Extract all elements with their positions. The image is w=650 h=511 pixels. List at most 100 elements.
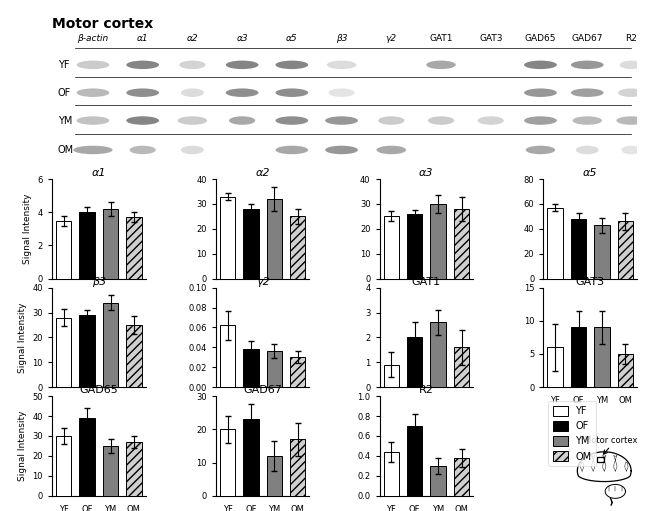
Text: OM: OM: [58, 145, 74, 155]
Title: α3: α3: [419, 168, 434, 178]
Title: α1: α1: [92, 168, 106, 178]
Bar: [430, 466, 446, 496]
Bar: [103, 209, 118, 278]
Bar: [126, 442, 142, 496]
Text: GAT3: GAT3: [479, 34, 502, 43]
Text: Motor cortex: Motor cortex: [52, 17, 153, 31]
Ellipse shape: [616, 117, 646, 125]
Ellipse shape: [126, 117, 159, 125]
Bar: [56, 436, 72, 496]
Bar: [430, 322, 446, 387]
Bar: [220, 429, 235, 496]
Bar: [243, 350, 259, 387]
Title: α2: α2: [255, 168, 270, 178]
Bar: [266, 199, 282, 278]
Title: GAT1: GAT1: [412, 277, 441, 287]
Bar: [290, 217, 305, 278]
Ellipse shape: [276, 88, 308, 97]
Ellipse shape: [328, 88, 355, 97]
Title: GAD65: GAD65: [79, 385, 118, 396]
Ellipse shape: [618, 88, 644, 97]
Bar: [571, 328, 586, 387]
Text: β-actin: β-actin: [77, 34, 109, 43]
Ellipse shape: [621, 146, 641, 154]
Ellipse shape: [327, 61, 356, 69]
Ellipse shape: [526, 146, 555, 154]
Bar: [243, 209, 259, 278]
Bar: [290, 439, 305, 496]
Ellipse shape: [571, 88, 604, 97]
Text: GAD65: GAD65: [525, 34, 556, 43]
Bar: [384, 217, 399, 278]
Bar: [547, 208, 563, 278]
Ellipse shape: [229, 117, 255, 125]
Ellipse shape: [426, 61, 456, 69]
Bar: [407, 337, 422, 387]
Ellipse shape: [619, 61, 643, 69]
Ellipse shape: [129, 146, 156, 154]
Ellipse shape: [276, 146, 308, 154]
Ellipse shape: [428, 117, 454, 125]
Y-axis label: Signal Intensity: Signal Intensity: [18, 302, 27, 373]
Bar: [266, 456, 282, 496]
Legend: YF, OF, YM, OM: YF, OF, YM, OM: [548, 401, 597, 467]
Text: β3: β3: [336, 34, 347, 43]
Ellipse shape: [126, 88, 159, 97]
Ellipse shape: [226, 88, 259, 97]
Bar: [454, 347, 469, 387]
Bar: [430, 204, 446, 278]
Ellipse shape: [573, 117, 602, 125]
Text: R2: R2: [625, 34, 637, 43]
Text: α2: α2: [187, 34, 198, 43]
Bar: [103, 303, 118, 387]
Bar: [407, 214, 422, 278]
Bar: [407, 426, 422, 496]
Ellipse shape: [325, 146, 358, 154]
Bar: [594, 225, 610, 278]
Title: GAT3: GAT3: [576, 277, 604, 287]
Title: α5: α5: [583, 168, 597, 178]
Ellipse shape: [524, 117, 557, 125]
Title: β3: β3: [92, 277, 106, 287]
Text: α5: α5: [286, 34, 298, 43]
Ellipse shape: [77, 88, 109, 97]
Bar: [618, 354, 633, 387]
Text: γ2: γ2: [385, 34, 397, 43]
Ellipse shape: [73, 146, 112, 154]
Bar: [56, 221, 72, 278]
Ellipse shape: [181, 88, 204, 97]
Bar: [384, 452, 399, 496]
Text: YF: YF: [58, 60, 70, 70]
Ellipse shape: [126, 61, 159, 69]
Bar: [384, 365, 399, 387]
Ellipse shape: [181, 146, 204, 154]
Ellipse shape: [524, 88, 557, 97]
Ellipse shape: [276, 61, 308, 69]
Bar: [103, 446, 118, 496]
Text: GAT1: GAT1: [429, 34, 453, 43]
Bar: [79, 212, 95, 278]
Ellipse shape: [77, 61, 109, 69]
Bar: [126, 325, 142, 387]
Bar: [571, 219, 586, 278]
Ellipse shape: [177, 117, 207, 125]
Title: GAD67: GAD67: [243, 385, 282, 396]
Y-axis label: Signal Intensity: Signal Intensity: [23, 194, 32, 264]
Text: OF: OF: [58, 88, 71, 98]
Bar: [454, 209, 469, 278]
Ellipse shape: [77, 117, 109, 125]
Text: YM: YM: [58, 115, 72, 126]
Title: R2: R2: [419, 385, 434, 396]
Title: γ2: γ2: [255, 277, 270, 287]
Text: GAD67: GAD67: [571, 34, 603, 43]
Bar: [290, 357, 305, 387]
Bar: [266, 352, 282, 387]
Bar: [79, 418, 95, 496]
Bar: [56, 317, 72, 387]
Ellipse shape: [179, 61, 205, 69]
Y-axis label: Signal Intensity: Signal Intensity: [18, 411, 27, 481]
Ellipse shape: [226, 61, 259, 69]
Bar: [126, 217, 142, 278]
Bar: [79, 315, 95, 387]
Ellipse shape: [524, 61, 557, 69]
